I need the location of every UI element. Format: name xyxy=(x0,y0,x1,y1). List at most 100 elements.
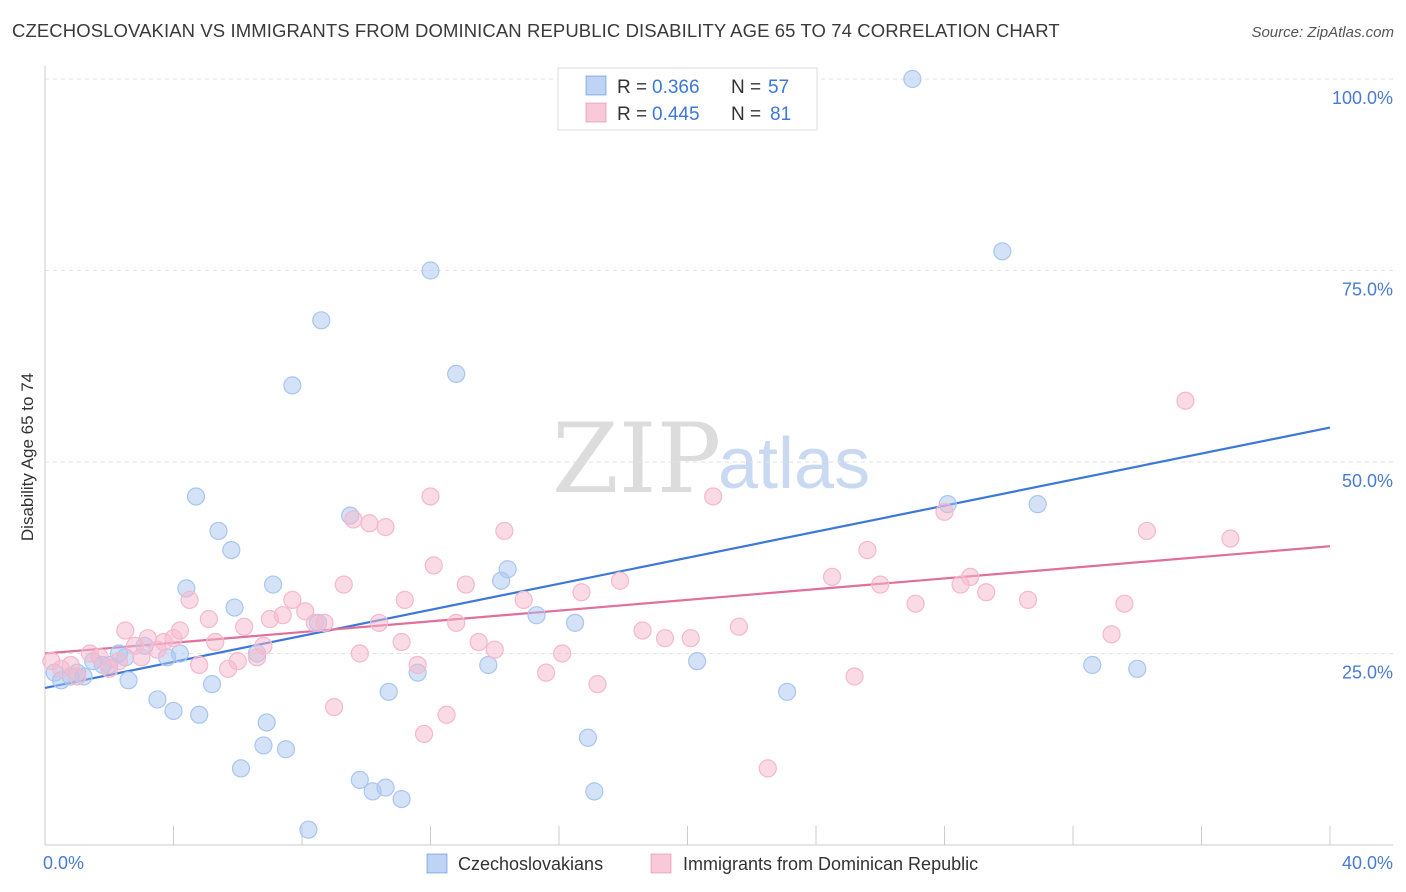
point-dominican xyxy=(360,514,379,533)
legend-r-value: 0.366 xyxy=(652,77,700,98)
legend-bottom: Czechoslovakians Immigrants from Dominic… xyxy=(426,853,978,874)
point-dominican xyxy=(116,621,135,640)
point-dominican xyxy=(315,613,334,632)
x-tick-label-max: 40.0% xyxy=(1342,853,1393,873)
point-dominican xyxy=(871,575,890,594)
legend-n-label: N = xyxy=(731,104,761,125)
point-czechoslovakians xyxy=(225,598,244,617)
point-dominican xyxy=(537,663,556,682)
y-axis-label: Disability Age 65 to 74 xyxy=(18,373,37,541)
point-dominican xyxy=(977,583,996,602)
point-czechoslovakians xyxy=(119,671,138,690)
point-czechoslovakians xyxy=(498,560,517,579)
point-czechoslovakians xyxy=(1128,659,1147,678)
point-czechoslovakians xyxy=(392,789,411,809)
point-dominican xyxy=(469,632,488,652)
chart-title: CZECHOSLOVAKIAN VS IMMIGRANTS FROM DOMIN… xyxy=(12,20,1060,41)
point-dominican xyxy=(704,487,723,506)
point-dominican xyxy=(170,621,190,640)
point-dominican xyxy=(392,632,411,652)
y-axis-tick-labels: 25.0% 50.0% 75.0% 100.0% xyxy=(1332,88,1393,683)
point-dominican xyxy=(655,629,675,648)
point-czechoslovakians xyxy=(565,613,585,632)
point-dominican xyxy=(858,540,877,560)
point-czechoslovakians xyxy=(231,759,251,778)
point-dominican xyxy=(681,629,700,648)
legend-swatch-dominican xyxy=(585,102,607,123)
point-dominican xyxy=(414,724,434,744)
point-czechoslovakians xyxy=(312,311,331,330)
point-czechoslovakians xyxy=(376,778,395,797)
point-dominican xyxy=(395,590,414,609)
source-label: Source: ZipAtlas.com xyxy=(1251,24,1394,41)
point-dominican xyxy=(610,571,630,590)
point-dominican xyxy=(350,644,369,663)
point-czechoslovakians xyxy=(421,261,440,280)
point-czechoslovakians xyxy=(170,644,190,663)
legend-r-label: R = xyxy=(617,104,647,125)
point-czechoslovakians xyxy=(1083,655,1102,675)
point-dominican xyxy=(254,636,273,655)
point-czechoslovakians xyxy=(585,782,604,801)
y-tick-label: 100.0% xyxy=(1332,88,1393,108)
point-dominican xyxy=(421,487,440,506)
point-dominican xyxy=(283,590,302,609)
point-czechoslovakians xyxy=(993,242,1012,261)
point-czechoslovakians xyxy=(688,652,707,671)
point-czechoslovakians xyxy=(202,675,222,694)
point-dominican xyxy=(344,510,363,529)
point-czechoslovakians xyxy=(350,770,369,789)
point-dominican xyxy=(729,617,749,636)
x-axis-ticks xyxy=(44,826,1331,845)
point-dominican xyxy=(273,606,292,625)
point-dominican xyxy=(514,590,533,609)
point-dominican xyxy=(495,521,514,541)
point-dominican xyxy=(370,613,389,632)
point-dominican xyxy=(572,583,591,602)
point-czechoslovakians xyxy=(379,682,398,701)
point-dominican xyxy=(334,575,353,594)
point-dominican xyxy=(235,617,254,636)
legend-n-label: N = xyxy=(731,77,761,98)
trend-line-dominican xyxy=(44,545,1331,655)
legend-bottom-swatch-czechoslovakians xyxy=(426,853,448,874)
point-dominican xyxy=(325,698,344,717)
legend-swatch-czechoslovakians xyxy=(585,75,607,96)
legend-top: R = 0.366 N = 57 R = 0.445 N = 81 xyxy=(557,67,818,131)
point-czechoslovakians xyxy=(263,575,283,594)
point-czechoslovakians xyxy=(527,606,546,625)
point-czechoslovakians xyxy=(903,69,922,89)
watermark-zip: ZIP xyxy=(552,403,721,515)
point-dominican xyxy=(758,759,777,778)
point-dominican xyxy=(1176,391,1195,410)
legend-r-value: 0.445 xyxy=(652,104,700,125)
point-czechoslovakians xyxy=(479,655,498,675)
point-dominican xyxy=(456,575,475,594)
point-czechoslovakians xyxy=(283,376,302,395)
point-dominican xyxy=(845,667,864,686)
point-dominican xyxy=(935,502,954,521)
point-dominican xyxy=(408,655,427,675)
legend-bottom-swatch-dominican xyxy=(650,853,672,874)
axes xyxy=(44,66,1393,846)
legend-bottom-label-czechoslovakians: Czechoslovakians xyxy=(458,854,603,874)
point-czechoslovakians xyxy=(1028,495,1047,514)
point-dominican xyxy=(68,667,87,686)
point-dominican xyxy=(822,567,842,587)
point-czechoslovakians xyxy=(222,540,241,560)
y-tick-label: 75.0% xyxy=(1342,280,1393,300)
legend-bottom-label-dominican: Immigrants from Dominican Republic xyxy=(683,854,978,874)
point-czechoslovakians xyxy=(148,690,167,709)
point-dominican xyxy=(1018,590,1038,609)
point-dominican xyxy=(437,705,456,724)
point-czechoslovakians xyxy=(209,521,228,541)
point-dominican xyxy=(1102,625,1121,644)
point-czechoslovakians xyxy=(299,820,318,839)
point-dominican xyxy=(485,640,504,659)
point-czechoslovakians xyxy=(777,682,797,701)
point-dominican xyxy=(190,655,209,675)
point-dominican xyxy=(199,609,218,629)
point-dominican xyxy=(1221,529,1240,548)
grid-lines xyxy=(45,78,1393,654)
